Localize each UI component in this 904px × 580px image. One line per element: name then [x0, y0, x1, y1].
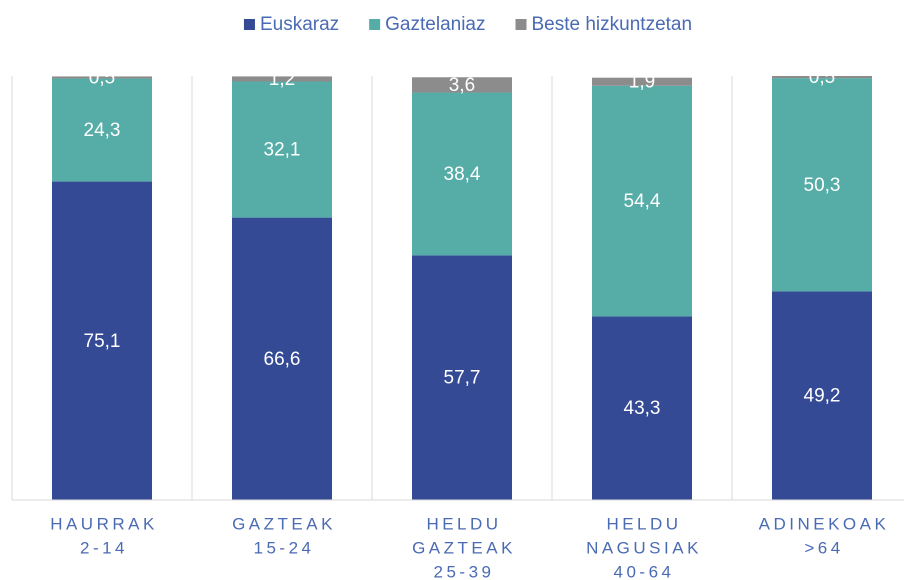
- legend-swatch: [243, 19, 255, 30]
- x-tick-label: 2-14: [80, 538, 128, 557]
- bar-segment: [592, 85, 692, 317]
- value-label: 3,6: [449, 75, 475, 96]
- legend-label: Euskaraz: [260, 14, 339, 35]
- bar-segment: [772, 78, 872, 292]
- bar-segment: [412, 77, 512, 93]
- value-label: 49,2: [804, 386, 841, 407]
- bar-segment: [412, 92, 512, 256]
- legend-item: Beste hizkuntzetan: [515, 14, 693, 35]
- value-label: 43,3: [624, 398, 661, 419]
- legend-item: Gaztelaniaz: [369, 14, 486, 35]
- x-tick-label: HELDU: [606, 514, 681, 533]
- value-label: 0,5: [89, 67, 115, 88]
- x-tick-label: GAZTEAK: [232, 514, 336, 533]
- value-label: 54,4: [624, 191, 661, 212]
- value-label: 1,2: [269, 69, 295, 90]
- x-tick-label: 40-64: [614, 562, 675, 580]
- legend-swatch: [515, 19, 527, 30]
- bar-segment: [232, 217, 332, 500]
- value-label: 24,3: [84, 120, 121, 141]
- value-label: 75,1: [84, 331, 121, 352]
- bar-segment: [772, 76, 872, 79]
- legend-item: Euskaraz: [243, 14, 339, 35]
- x-tick-label: HAURRAK: [50, 514, 158, 533]
- bar-segment: [52, 78, 152, 182]
- value-label: 66,6: [264, 349, 301, 370]
- bar-segment: [52, 181, 152, 501]
- x-tick-label: GAZTEAK: [412, 538, 516, 557]
- legend-swatch: [369, 19, 381, 30]
- bar-segment: [52, 76, 152, 79]
- x-tick-label: >64: [804, 538, 843, 557]
- x-tick-label: ADINEKOAK: [759, 514, 890, 533]
- bar-segment: [592, 316, 692, 500]
- legend-label: Beste hizkuntzetan: [532, 14, 693, 35]
- bar-segment: [412, 255, 512, 500]
- bar-segment: [232, 76, 332, 82]
- x-tick-label: HELDU: [426, 514, 501, 533]
- value-label: 0,5: [809, 67, 835, 88]
- value-label: 32,1: [264, 140, 301, 161]
- x-tick-label: 25-39: [434, 562, 495, 580]
- bar-segment: [232, 81, 332, 218]
- legend-label: Gaztelaniaz: [385, 14, 485, 35]
- x-tick-label: 15-24: [254, 538, 315, 557]
- bar-segment: [592, 77, 692, 86]
- value-label: 38,4: [444, 164, 481, 185]
- value-label: 57,7: [444, 368, 481, 389]
- bar-segment: [772, 291, 872, 500]
- value-label: 1,9: [629, 72, 655, 93]
- x-tick-label: NAGUSIAK: [586, 538, 702, 557]
- plot: 75,1 24,3 0,5 66,6 32,1 1,2 57,7 38,4 3,6 43,3 54,…: [52, 67, 872, 501]
- value-label: 50,3: [804, 175, 841, 196]
